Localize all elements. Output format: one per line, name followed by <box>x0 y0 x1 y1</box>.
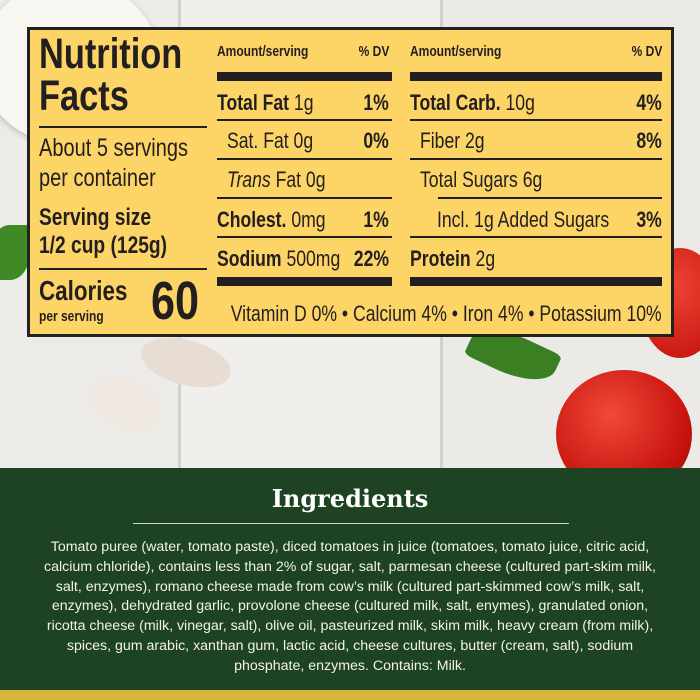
amount-header-left: Amount/serving <box>217 43 309 60</box>
sodium-dv: 22% <box>353 246 389 271</box>
calories-per-serving: per serving <box>39 308 104 325</box>
facts-title: Facts <box>39 72 129 120</box>
sodium-row: Sodium 500mg <box>217 246 341 271</box>
nutrition-facts-label: Nutrition Facts About 5 servings per con… <box>27 27 674 337</box>
calories-value: 60 <box>150 271 199 331</box>
servings-per-container-line2: per container <box>39 164 156 192</box>
ingredients-text: Tomato puree (water, tomato paste), dice… <box>44 539 656 674</box>
total-carb-row: Total Carb. 10g <box>410 90 535 115</box>
calories-label: Calories <box>39 275 128 306</box>
total-fat-dv: 1% <box>363 90 389 115</box>
nutrition-title: Nutrition <box>39 30 183 78</box>
servings-per-container: About 5 servings <box>39 134 188 162</box>
total-sugars-row: Total Sugars 6g <box>420 167 543 192</box>
ingredients-title: Ingredients <box>271 484 429 513</box>
dv-header-left: % DV <box>358 43 389 60</box>
total-fat-row: Total Fat 1g <box>217 90 314 115</box>
trans-fat-row: Trans Fat 0g <box>227 167 326 192</box>
dv-header-right: % DV <box>631 43 662 60</box>
ingredients-divider <box>133 523 569 524</box>
serving-size-label: Serving size <box>39 204 152 231</box>
total-carb-dv: 4% <box>636 90 662 115</box>
sat-fat-row: Sat. Fat 0g <box>227 128 314 153</box>
vitamins-minerals: Vitamin D 0% • Calcium 4% • Iron 4% • Po… <box>231 301 662 326</box>
amount-header-right: Amount/serving <box>410 43 502 60</box>
added-sugars-row: Incl. 1g Added Sugars <box>437 207 610 232</box>
fiber-row: Fiber 2g <box>420 128 485 153</box>
sat-fat-dv: 0% <box>363 128 389 153</box>
protein-row: Protein 2g <box>410 246 496 271</box>
ingredients-panel <box>0 468 700 700</box>
bottom-strip <box>0 690 700 700</box>
serving-size-value: 1/2 cup (125g) <box>39 232 168 259</box>
cholesterol-dv: 1% <box>363 207 389 232</box>
added-sugars-dv: 3% <box>636 207 662 232</box>
cholesterol-row: Cholest. 0mg <box>217 207 326 232</box>
fiber-dv: 8% <box>636 128 662 153</box>
